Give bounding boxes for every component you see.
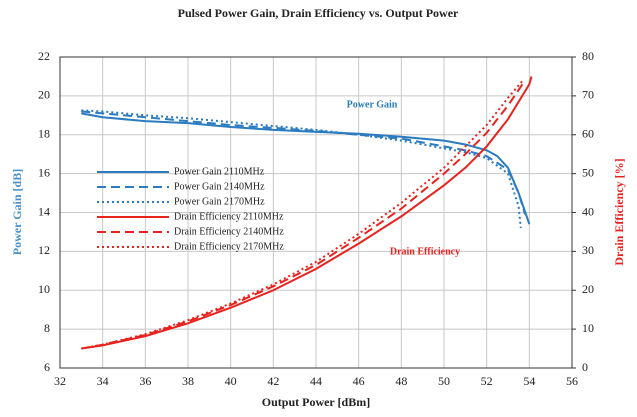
series-line bbox=[81, 109, 522, 229]
y-tick-label: 22 bbox=[38, 49, 50, 63]
x-tick-label: 40 bbox=[225, 374, 237, 388]
annotation: Power Gain bbox=[347, 99, 398, 110]
y2-tick-label: 20 bbox=[582, 282, 594, 296]
legend-label: Power Gain 2110MHz bbox=[174, 166, 265, 177]
y-tick-label: 8 bbox=[44, 321, 50, 335]
y-tick-label: 12 bbox=[38, 243, 50, 257]
y2-tick-label: 50 bbox=[582, 165, 594, 179]
x-axis-label: Output Power [dBm] bbox=[262, 395, 370, 409]
y2-tick-label: 70 bbox=[582, 88, 594, 102]
x-tick-label: 46 bbox=[353, 374, 365, 388]
y2-tick-label: 10 bbox=[582, 321, 594, 335]
series-line bbox=[81, 79, 524, 350]
series-line bbox=[81, 110, 527, 215]
x-tick-label: 44 bbox=[310, 374, 322, 388]
y2-tick-label: 80 bbox=[582, 49, 594, 63]
legend-label: Drain Efficiency 2110MHz bbox=[174, 211, 284, 222]
legend-label: Power Gain 2140MHz bbox=[174, 181, 265, 192]
plot-frame bbox=[59, 56, 573, 369]
x-tick-label: 54 bbox=[523, 374, 535, 388]
series-line bbox=[81, 112, 531, 225]
x-tick-label: 36 bbox=[139, 374, 151, 388]
y-tick-label: 18 bbox=[38, 127, 50, 141]
x-tick-label: 32 bbox=[54, 374, 66, 388]
x-tick-label: 34 bbox=[97, 374, 109, 388]
y-tick-label: 16 bbox=[38, 165, 50, 179]
x-tick-label: 56 bbox=[566, 374, 578, 388]
y2-axis-label: Drain Efficiency [%] bbox=[612, 158, 626, 265]
y2-tick-label: 40 bbox=[582, 204, 594, 218]
x-tick-label: 52 bbox=[481, 374, 493, 388]
series-line bbox=[81, 76, 533, 350]
x-tick-label: 42 bbox=[267, 374, 279, 388]
series-line bbox=[81, 79, 526, 350]
y2-tick-label: 60 bbox=[582, 127, 594, 141]
legend-label: Drain Efficiency 2170MHz bbox=[174, 241, 284, 252]
y-tick-label: 14 bbox=[38, 204, 50, 218]
y2-tick-label: 0 bbox=[582, 360, 588, 374]
chart-title: Pulsed Power Gain, Drain Efficiency vs. … bbox=[178, 6, 459, 20]
y-tick-label: 20 bbox=[38, 88, 50, 102]
x-tick-label: 50 bbox=[438, 374, 450, 388]
legend-label: Power Gain 2170MHz bbox=[174, 196, 265, 207]
y2-tick-label: 30 bbox=[582, 243, 594, 257]
legend-label: Drain Efficiency 2140MHz bbox=[174, 226, 284, 237]
y-tick-label: 10 bbox=[38, 282, 50, 296]
y-axis-label: Power Gain [dB] bbox=[10, 169, 24, 255]
x-tick-label: 48 bbox=[395, 374, 407, 388]
x-tick-label: 38 bbox=[182, 374, 194, 388]
annotation: Drain Efficiency bbox=[390, 246, 460, 257]
y-tick-label: 6 bbox=[44, 360, 50, 374]
